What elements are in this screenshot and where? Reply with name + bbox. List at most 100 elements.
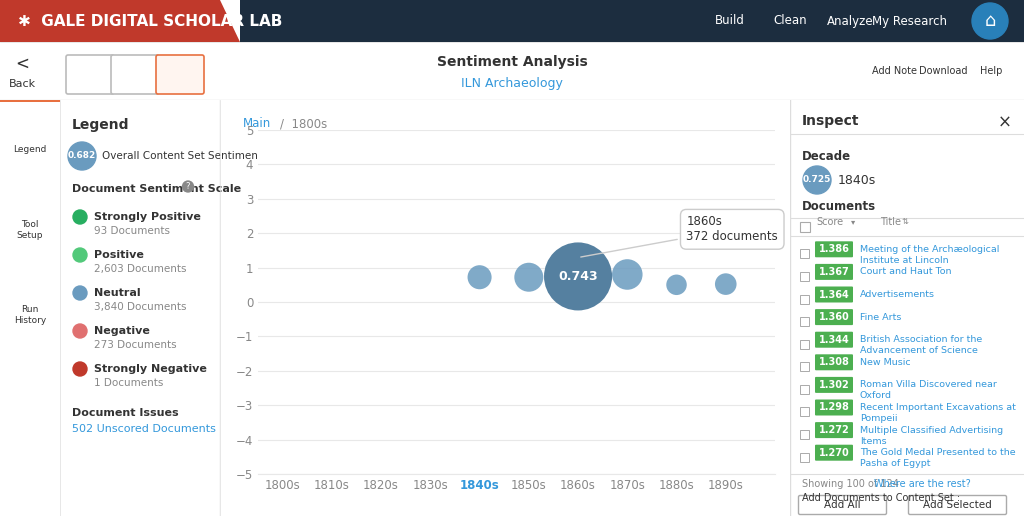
Text: ✱  GALE DIGITAL SCHOLAR LAB: ✱ GALE DIGITAL SCHOLAR LAB xyxy=(18,13,283,28)
Text: Document Issues: Document Issues xyxy=(72,408,178,418)
FancyBboxPatch shape xyxy=(815,309,853,325)
Bar xyxy=(800,249,809,259)
Circle shape xyxy=(68,142,96,170)
Text: Meeting of the Archæological: Meeting of the Archæological xyxy=(860,245,999,254)
Text: 1.270: 1.270 xyxy=(818,448,849,458)
Text: Sentiment Analysis: Sentiment Analysis xyxy=(436,55,588,69)
Text: Pasha of Egypt: Pasha of Egypt xyxy=(860,459,931,468)
Text: 1.344: 1.344 xyxy=(818,335,849,345)
Text: Negative: Negative xyxy=(94,326,150,336)
Bar xyxy=(800,272,809,281)
Text: 1.364: 1.364 xyxy=(818,289,849,299)
Text: Back: Back xyxy=(8,79,36,89)
Text: 93 Documents: 93 Documents xyxy=(94,226,170,236)
Text: ▾: ▾ xyxy=(851,218,855,227)
Text: 1.360: 1.360 xyxy=(818,312,849,322)
Text: Strongly Positive: Strongly Positive xyxy=(94,212,201,222)
Text: Legend: Legend xyxy=(13,146,47,154)
Text: Items: Items xyxy=(860,437,887,446)
Text: Analyze: Analyze xyxy=(826,14,873,27)
Text: My Research: My Research xyxy=(872,14,947,27)
Text: Decade: Decade xyxy=(802,150,851,163)
Text: <: < xyxy=(15,55,29,73)
Text: Strongly Negative: Strongly Negative xyxy=(94,364,207,374)
Text: Build: Build xyxy=(715,14,744,27)
Text: 0.725: 0.725 xyxy=(803,175,831,185)
Text: ILN Archaeology: ILN Archaeology xyxy=(461,77,563,90)
FancyBboxPatch shape xyxy=(66,55,114,94)
Text: Showing 100 of 124: Showing 100 of 124 xyxy=(802,479,899,489)
Text: Add Documents to Content Set :: Add Documents to Content Set : xyxy=(802,493,961,503)
Text: Add Note: Add Note xyxy=(872,66,918,76)
Bar xyxy=(240,0,1024,42)
Text: 0.682: 0.682 xyxy=(68,152,96,160)
Text: Advertisements: Advertisements xyxy=(860,290,935,299)
FancyBboxPatch shape xyxy=(111,55,159,94)
Text: Where are the rest?: Where are the rest? xyxy=(874,479,971,489)
Text: Help: Help xyxy=(980,66,1002,76)
Text: British Association for the: British Association for the xyxy=(860,335,982,344)
Bar xyxy=(800,222,810,232)
Bar xyxy=(800,362,809,372)
Point xyxy=(520,273,537,281)
Bar xyxy=(800,408,809,416)
Text: Add Selected: Add Selected xyxy=(923,500,992,510)
Text: 1.302: 1.302 xyxy=(818,380,849,390)
FancyBboxPatch shape xyxy=(815,377,853,393)
FancyBboxPatch shape xyxy=(156,55,204,94)
Text: Documents: Documents xyxy=(802,200,877,213)
Text: 0.743: 0.743 xyxy=(558,270,598,283)
Circle shape xyxy=(803,166,831,194)
Text: Advancement of Science: Advancement of Science xyxy=(860,346,978,355)
Text: 1.272: 1.272 xyxy=(818,425,849,435)
Point xyxy=(471,273,487,281)
Text: 1.367: 1.367 xyxy=(818,267,849,277)
Text: 502 Unscored Documents: 502 Unscored Documents xyxy=(72,424,216,434)
Circle shape xyxy=(73,248,87,262)
Text: ⌂: ⌂ xyxy=(984,12,995,30)
FancyBboxPatch shape xyxy=(908,495,1007,514)
Text: Court and Haut Ton: Court and Haut Ton xyxy=(860,267,951,277)
Bar xyxy=(800,317,809,326)
Text: Oxford: Oxford xyxy=(860,391,892,400)
Text: Multiple Classified Advertising: Multiple Classified Advertising xyxy=(860,426,1004,434)
Point xyxy=(569,272,586,281)
Circle shape xyxy=(73,324,87,338)
FancyBboxPatch shape xyxy=(815,332,853,348)
Text: Run
History: Run History xyxy=(14,305,46,325)
Text: 1 Documents: 1 Documents xyxy=(94,378,164,388)
Bar xyxy=(800,453,809,462)
Text: Roman Villa Discovered near: Roman Villa Discovered near xyxy=(860,380,997,390)
Text: Tool
Setup: Tool Setup xyxy=(16,220,43,240)
Text: Clean: Clean xyxy=(773,14,807,27)
FancyBboxPatch shape xyxy=(815,399,853,415)
Text: Overall Content Set Sentiment: Overall Content Set Sentiment xyxy=(102,151,262,161)
Text: Fine Arts: Fine Arts xyxy=(860,313,901,321)
FancyBboxPatch shape xyxy=(815,445,853,461)
Text: 3,840 Documents: 3,840 Documents xyxy=(94,302,186,312)
Text: Main: Main xyxy=(243,118,271,131)
Text: Neutral: Neutral xyxy=(94,288,140,298)
Bar xyxy=(800,430,809,439)
Text: The Gold Medal Presented to the: The Gold Medal Presented to the xyxy=(860,448,1016,457)
Text: New Music: New Music xyxy=(860,358,910,367)
FancyBboxPatch shape xyxy=(815,264,853,280)
Text: ?: ? xyxy=(185,182,190,191)
FancyBboxPatch shape xyxy=(815,354,853,370)
Text: Document Sentiment Scale: Document Sentiment Scale xyxy=(72,184,245,194)
Bar xyxy=(800,340,809,349)
Text: Title: Title xyxy=(880,217,901,227)
Text: ×: × xyxy=(998,114,1012,132)
Text: /  1800s: / 1800s xyxy=(280,118,327,131)
FancyBboxPatch shape xyxy=(799,495,887,514)
Text: Institute at Lincoln: Institute at Lincoln xyxy=(860,256,948,265)
Text: 1.386: 1.386 xyxy=(818,244,850,254)
Point xyxy=(620,270,636,279)
Text: 1.308: 1.308 xyxy=(818,357,850,367)
Point xyxy=(669,281,685,289)
Text: Pompeii: Pompeii xyxy=(860,414,897,423)
FancyBboxPatch shape xyxy=(815,286,853,302)
Bar xyxy=(800,385,809,394)
Text: ⇅: ⇅ xyxy=(902,218,909,227)
Bar xyxy=(0,100,60,102)
